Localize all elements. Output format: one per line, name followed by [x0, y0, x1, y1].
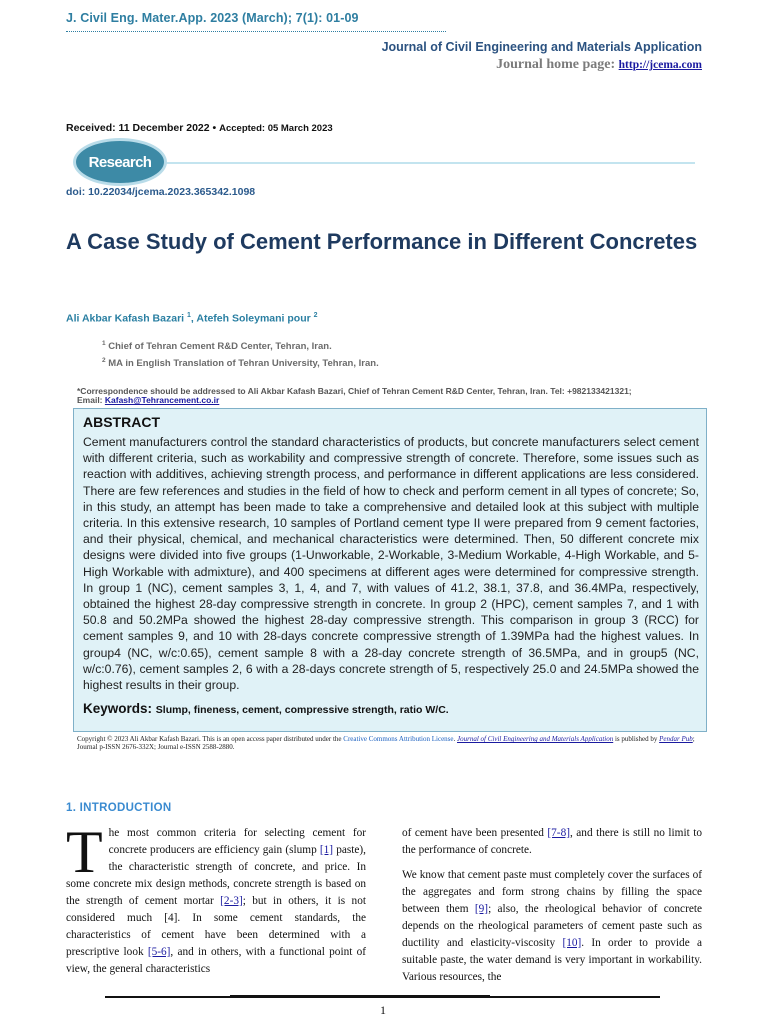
keywords-label: Keywords: — [83, 701, 156, 716]
dotted-divider — [66, 31, 446, 32]
affiliations: 1 Chief of Tehran Cement R&D Center, Teh… — [102, 337, 379, 371]
article-type-badge: Research — [73, 138, 167, 186]
keywords-list: Slump, fineness, cement, compressive str… — [155, 704, 449, 716]
footer-rule-accent — [230, 995, 490, 998]
license-link[interactable]: Creative Commons Attribution License — [343, 735, 454, 743]
reference-link[interactable]: [7-8] — [547, 827, 570, 839]
copyright-notice: Copyright © 2023 Ali Akbar Kafash Bazari… — [77, 735, 695, 751]
homepage-link[interactable]: http://jcema.com — [618, 59, 702, 71]
article-dates: Received: 11 December 2022 • Accepted: 0… — [66, 122, 333, 134]
homepage-label: Journal home page: — [496, 57, 619, 72]
abstract-text: Cement manufacturers control the standar… — [83, 435, 699, 693]
journal-name: Journal of Civil Engineering and Materia… — [381, 40, 702, 54]
author-list: Ali Akbar Kafash Bazari 1, Atefeh Soleym… — [66, 312, 318, 325]
journal-citation: J. Civil Eng. Mater.App. 2023 (March); 7… — [66, 11, 359, 25]
research-divider — [150, 162, 695, 164]
doi[interactable]: doi: 10.22034/jcema.2023.365342.1098 — [66, 186, 256, 198]
email-link[interactable]: Kafash@Tehrancement.co.ir — [104, 395, 220, 405]
journal-link[interactable]: Journal of Civil Engineering and Materia… — [457, 735, 614, 743]
drop-cap: T — [66, 819, 103, 885]
accepted-date: Accepted: 05 March 2023 — [219, 123, 333, 134]
abstract-heading: ABSTRACT — [83, 414, 160, 430]
body-column-right: of cement have been presented [7-8], and… — [402, 827, 702, 983]
publisher-link[interactable]: Pendar Pub — [659, 735, 693, 743]
reference-link[interactable]: [1] — [319, 844, 334, 856]
keywords: Keywords: Slump, fineness, cement, compr… — [83, 701, 449, 716]
abstract-box: ABSTRACT Cement manufacturers control th… — [73, 408, 707, 732]
affiliation: 1 Chief of Tehran Cement R&D Center, Teh… — [102, 340, 332, 353]
author-name: Atefeh Soleymani pour — [196, 312, 311, 325]
reference-link[interactable]: [2-3] — [220, 895, 243, 907]
affiliation: 2 MA in English Translation of Tehran Un… — [102, 357, 379, 370]
journal-homepage: Journal home page: http://jcema.com — [496, 57, 702, 73]
author-name: Ali Akbar Kafash Bazari — [66, 312, 185, 325]
section-heading-introduction: 1. INTRODUCTION — [66, 802, 172, 814]
paper-title: A Case Study of Cement Performance in Di… — [66, 229, 698, 254]
reference-link[interactable]: [9] — [474, 903, 489, 915]
reference-link[interactable]: [5-6] — [147, 946, 171, 958]
page-number: 1 — [380, 1003, 386, 1017]
reference-link[interactable]: [10] — [562, 937, 582, 949]
correspondence-note: *Correspondence should be addressed to A… — [77, 386, 632, 405]
received-date: Received: 11 December 2022 — [66, 122, 210, 134]
